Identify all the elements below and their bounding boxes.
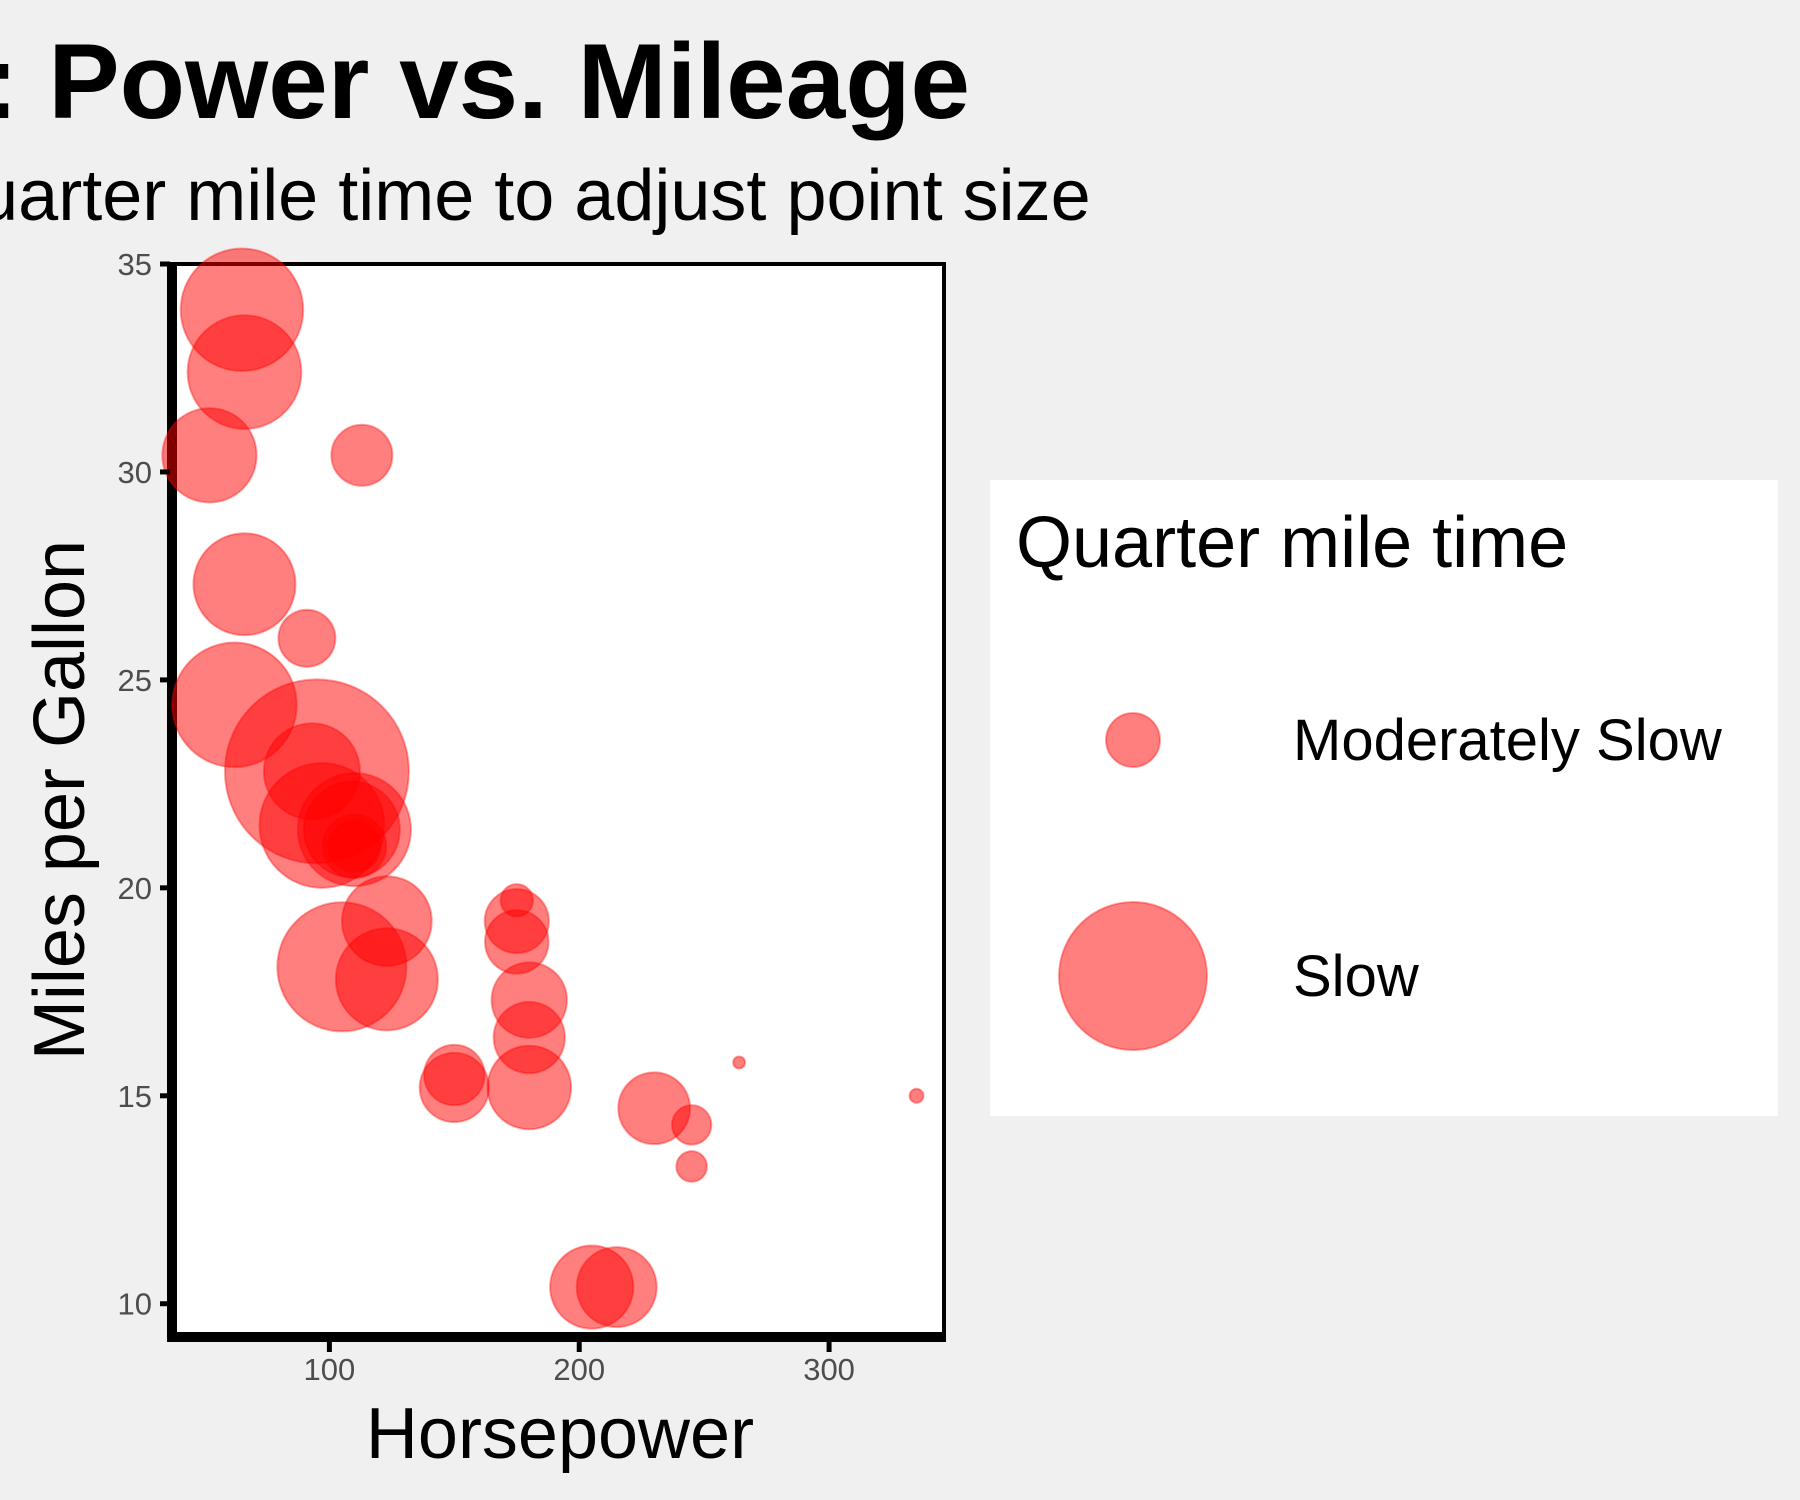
legend-key [1105,712,1161,768]
x-tick-label: 200 [553,1352,605,1387]
data-point [161,407,258,504]
points-layer [161,247,925,1330]
legend-title: Quarter mile time [1016,503,1568,583]
data-point [277,608,337,668]
data-point [302,780,401,879]
data-point [192,532,297,637]
data-point [334,927,439,1032]
x-tick-label: 100 [304,1352,356,1387]
legend-label: Moderately Slow [1293,708,1723,773]
data-point [418,1051,490,1124]
legend-label: Slow [1293,944,1420,1009]
data-point [617,1071,692,1146]
legend: Quarter mile time Moderately Slow Slow [990,480,1778,1116]
y-axis-title: Miles per Gallon [20,540,100,1060]
data-point [490,961,569,1039]
y-tick-label: 10 [118,1287,152,1322]
x-axis-title: Horsepower [366,1394,754,1474]
data-point [575,1246,658,1329]
y-tick-label: 30 [118,455,152,490]
chart-title: Cars: Power vs. Mileage [0,21,970,141]
data-point [908,1087,925,1104]
y-tick-label: 35 [118,247,152,282]
y-tick-label: 25 [118,663,152,698]
data-point [732,1055,747,1070]
legend-entries: Moderately Slow Slow [1058,708,1723,1051]
chart-subtitle: Using quarter mile time to adjust point … [0,156,1091,236]
y-tick-label: 20 [118,871,152,906]
data-point [675,1150,708,1183]
data-point [179,247,305,373]
y-tick-label: 15 [118,1079,152,1114]
x-tick-label: 300 [803,1352,855,1387]
x-ticks: 100 200 300 [304,1340,855,1387]
data-point [499,883,535,918]
legend-key [1058,901,1208,1051]
y-ticks: 10 15 20 25 30 35 [118,247,170,1322]
data-point [486,1044,573,1131]
data-point [330,423,394,487]
